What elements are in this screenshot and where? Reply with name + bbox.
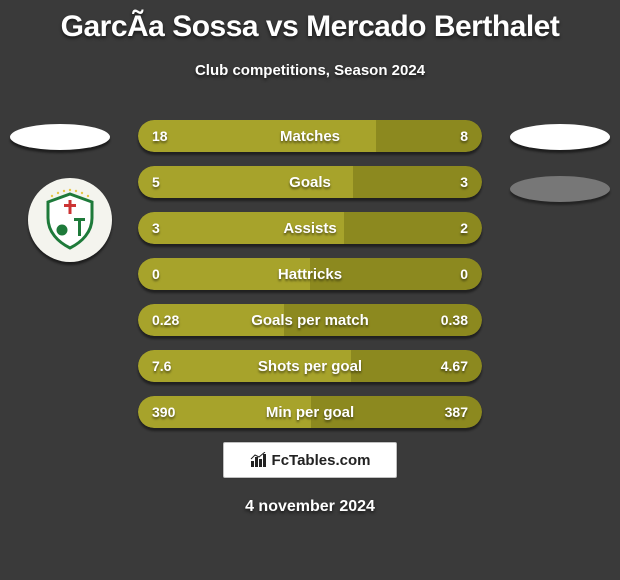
stat-row: 7.6Shots per goal4.67	[138, 350, 482, 382]
stat-row: 0.28Goals per match0.38	[138, 304, 482, 336]
brand-box[interactable]: FcTables.com	[223, 442, 397, 478]
brand-text: FcTables.com	[272, 452, 371, 469]
stat-value-right: 2	[422, 220, 482, 236]
stat-value-right: 387	[422, 404, 482, 420]
stat-value-left: 5	[138, 174, 198, 190]
stat-metric-label: Matches	[198, 128, 422, 145]
stat-value-right: 3	[422, 174, 482, 190]
club-right-placeholder	[510, 176, 610, 202]
stat-metric-label: Goals	[198, 174, 422, 191]
stat-value-left: 3	[138, 220, 198, 236]
page-subtitle: Club competitions, Season 2024	[0, 62, 620, 79]
stat-row: 390Min per goal387	[138, 396, 482, 428]
stat-value-left: 0	[138, 266, 198, 282]
stat-row: 18Matches8	[138, 120, 482, 152]
stat-value-left: 0.28	[138, 312, 198, 328]
stat-metric-label: Goals per match	[198, 312, 422, 329]
stat-metric-label: Min per goal	[198, 404, 422, 421]
stat-value-left: 18	[138, 128, 198, 144]
club-left-badge	[28, 178, 112, 262]
club-shield-icon	[38, 188, 102, 252]
stat-value-right: 0.38	[422, 312, 482, 328]
date-text: 4 november 2024	[245, 498, 375, 516]
stat-value-right: 8	[422, 128, 482, 144]
stat-metric-label: Hattricks	[198, 266, 422, 283]
stat-row: 0Hattricks0	[138, 258, 482, 290]
player-right-placeholder	[510, 124, 610, 150]
stat-metric-label: Shots per goal	[198, 358, 422, 375]
stat-value-left: 7.6	[138, 358, 198, 374]
stat-row: 3Assists2	[138, 212, 482, 244]
player-left-placeholder	[10, 124, 110, 150]
comparison-rows: 18Matches85Goals33Assists20Hattricks00.2…	[138, 120, 482, 442]
stat-value-right: 4.67	[422, 358, 482, 374]
page-title: GarcÃa Sossa vs Mercado Berthalet	[0, 0, 620, 44]
stat-row: 5Goals3	[138, 166, 482, 198]
bar-chart-icon	[250, 452, 266, 468]
stat-value-right: 0	[422, 266, 482, 282]
stat-value-left: 390	[138, 404, 198, 420]
stat-metric-label: Assists	[198, 220, 422, 237]
